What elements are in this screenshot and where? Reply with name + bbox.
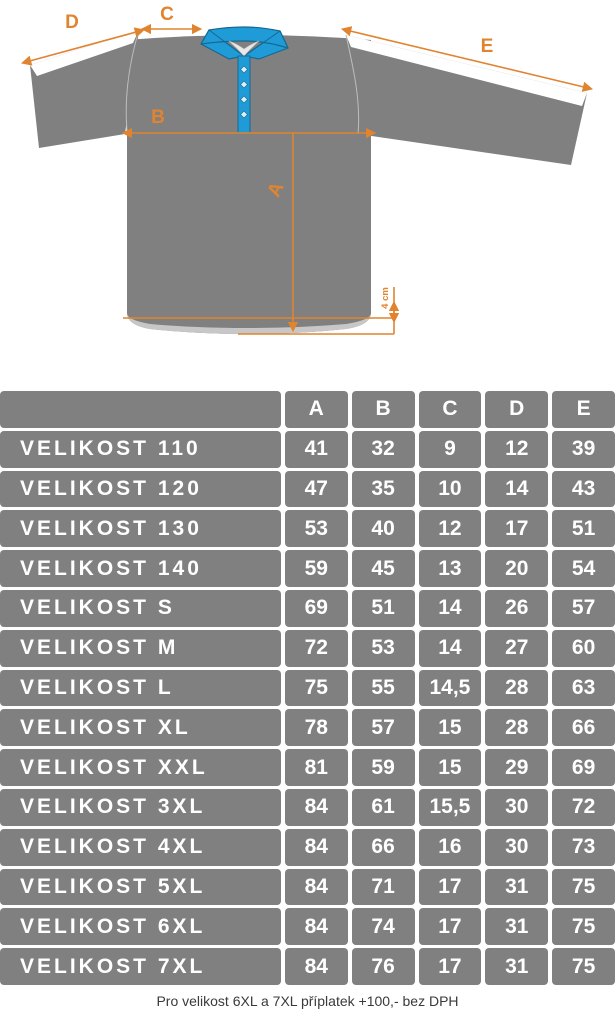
svg-text:E: E — [481, 36, 494, 57]
svg-text:B: B — [151, 107, 165, 128]
svg-text:4 cm: 4 cm — [380, 287, 391, 309]
svg-text:D: D — [65, 12, 79, 33]
svg-text:C: C — [160, 4, 174, 25]
